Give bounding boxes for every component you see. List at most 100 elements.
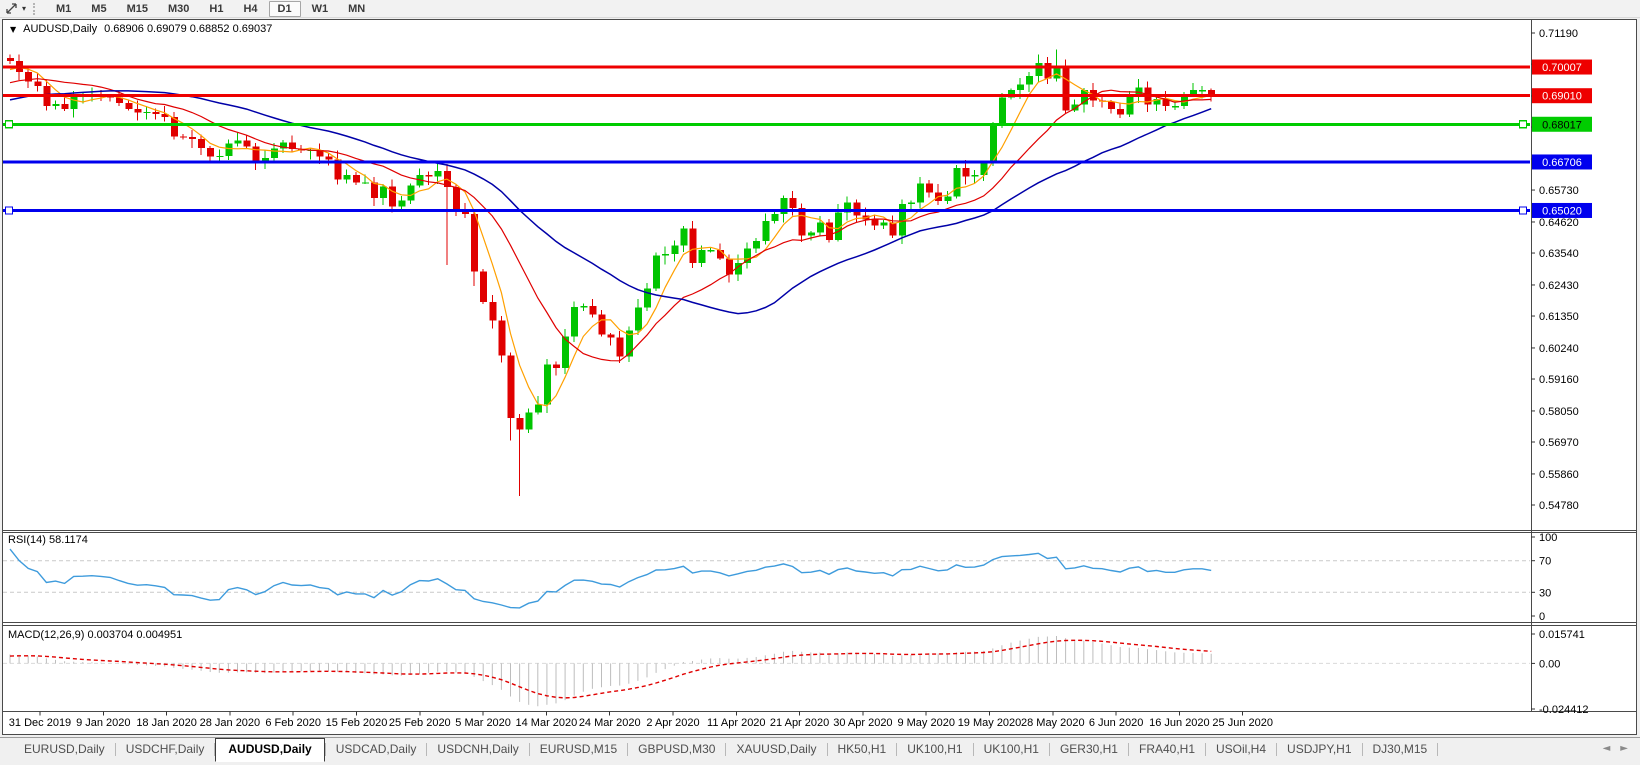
tab-usoil-h4[interactable]: USOil,H4 [1216, 742, 1267, 756]
tab-divider [1205, 743, 1207, 756]
timeframe-buttons: M1 M5 M15 M30 H1 H4 D1 W1 MN [46, 0, 375, 17]
svg-text:0.55860: 0.55860 [1539, 469, 1579, 481]
toolbar-dropdown-caret[interactable]: ▾ [22, 4, 27, 13]
crosshair-tool-icon[interactable] [3, 2, 21, 16]
svg-text:28 May 2020: 28 May 2020 [1021, 717, 1085, 729]
tab-scroll-right-icon[interactable]: ► [1620, 743, 1628, 754]
svg-text:0.71190: 0.71190 [1539, 28, 1578, 40]
tab-divider [1048, 743, 1050, 756]
timeframe-button-m5[interactable]: M5 [91, 2, 107, 15]
timeframe-button-m1[interactable]: M1 [56, 2, 72, 15]
tab-uk100-h1[interactable]: UK100,H1 [983, 742, 1039, 756]
time-axis[interactable]: 31 Dec 2019 9 Jan 2020 18 Jan 2020 28 Jan 2… [9, 711, 1273, 730]
panel-frames [2, 19, 1637, 712]
tab-ger30-h1[interactable]: GER30,H1 [1059, 742, 1118, 756]
svg-text:6 Feb 2020: 6 Feb 2020 [265, 717, 321, 729]
tab-divider [1437, 743, 1439, 756]
tab-uk100-h1[interactable]: UK100,H1 [907, 742, 963, 756]
candles [7, 49, 1216, 496]
svg-text:2 Apr 2020: 2 Apr 2020 [646, 717, 699, 729]
tab-xauusd-daily[interactable]: XAUUSD,Daily [736, 742, 817, 756]
tab-divider [826, 743, 828, 756]
toolbar-grip [33, 2, 39, 15]
tab-usdchf-daily[interactable]: USDCHF,Daily [125, 742, 205, 756]
timeframe-button-h4[interactable]: H4 [243, 2, 258, 15]
svg-text:100: 100 [1539, 532, 1557, 544]
svg-text:0.70007: 0.70007 [1542, 62, 1582, 74]
chart-tab-bar: EURUSD,Daily USDCHF,Daily AUDUSD,Daily USDC… [0, 737, 1640, 765]
tab-fra40-h1[interactable]: FRA40,H1 [1138, 742, 1196, 756]
svg-text:0.58050: 0.58050 [1539, 406, 1579, 418]
svg-text:14 Mar 2020: 14 Mar 2020 [516, 717, 578, 729]
tab-divider [1127, 743, 1129, 756]
svg-text:28 Jan 2020: 28 Jan 2020 [200, 717, 261, 729]
timeframe-button-m15[interactable]: M15 [126, 2, 148, 15]
tab-dj30-m15[interactable]: DJ30,M15 [1372, 742, 1428, 756]
svg-text:6 Jun 2020: 6 Jun 2020 [1089, 717, 1143, 729]
svg-text:0.60240: 0.60240 [1539, 343, 1579, 355]
svg-text:30: 30 [1539, 587, 1551, 599]
svg-text:0.015741: 0.015741 [1539, 629, 1585, 641]
chart-title: AUDUSD,Daily [23, 23, 98, 35]
svg-text:0.00: 0.00 [1539, 658, 1560, 670]
tab-divider [1276, 743, 1278, 756]
svg-text:0.69010: 0.69010 [1542, 91, 1582, 103]
svg-text:21 Apr 2020: 21 Apr 2020 [770, 717, 829, 729]
tab-usdcad-daily[interactable]: USDCAD,Daily [335, 742, 417, 756]
timeframe-button-w1[interactable]: W1 [311, 2, 329, 15]
svg-text:5 Mar 2020: 5 Mar 2020 [455, 717, 511, 729]
tab-scroll-left-icon[interactable]: ◄ [1602, 743, 1611, 754]
svg-text:9 Jan 2020: 9 Jan 2020 [76, 717, 130, 729]
tab-gbpusd-m30[interactable]: GBPUSD,M30 [638, 742, 716, 756]
svg-text:25 Feb 2020: 25 Feb 2020 [389, 717, 451, 729]
svg-text:-0.024412: -0.024412 [1539, 704, 1589, 716]
timeframe-button-mn[interactable]: MN [348, 2, 366, 15]
svg-text:30 Apr 2020: 30 Apr 2020 [833, 717, 892, 729]
crosshair-tool-glyph [6, 3, 17, 14]
timeframe-toolbar: ▾ M1 M5 M15 M30 H1 H4 D1 W1 MN [0, 0, 1640, 18]
svg-text:16 Jun 2020: 16 Jun 2020 [1149, 717, 1210, 729]
tab-divider [972, 743, 974, 756]
svg-text:0.61350: 0.61350 [1539, 311, 1579, 323]
tab-divider [627, 743, 629, 756]
svg-text:11 Apr 2020: 11 Apr 2020 [707, 717, 766, 729]
tab-divider [324, 743, 326, 756]
tab-divider [896, 743, 898, 756]
svg-text:24 Mar 2020: 24 Mar 2020 [579, 717, 641, 729]
svg-text:18 Jan 2020: 18 Jan 2020 [136, 717, 197, 729]
timeframe-button-h1[interactable]: H1 [209, 2, 224, 15]
horizontal-line-objects[interactable] [3, 65, 1530, 215]
svg-text:9 May 2020: 9 May 2020 [897, 717, 954, 729]
timeframe-button-m30[interactable]: M30 [167, 2, 190, 15]
tab-usdcnh-daily[interactable]: USDCNH,Daily [437, 742, 519, 756]
moving-averages [9, 66, 1212, 407]
tab-eurusd-daily[interactable]: EURUSD,Daily [24, 742, 105, 756]
tab-usdjpy-h1[interactable]: USDJPY,H1 [1287, 742, 1352, 756]
svg-text:15 Feb 2020: 15 Feb 2020 [326, 717, 388, 729]
tab-divider [725, 743, 727, 756]
svg-text:0.65730: 0.65730 [1539, 185, 1579, 197]
svg-text:0.68017: 0.68017 [1542, 119, 1582, 131]
tab-eurusd-m15[interactable]: EURUSD,M15 [539, 742, 618, 756]
chart-canvas[interactable]: 0.711900.701100.690000.679200.668100.657… [0, 0, 1640, 737]
timeframe-button-d1[interactable]: D1 [268, 0, 301, 17]
svg-text:0.56970: 0.56970 [1539, 437, 1579, 449]
svg-text:0.65020: 0.65020 [1542, 205, 1582, 217]
svg-text:0.66706: 0.66706 [1542, 157, 1582, 169]
rsi-line [9, 548, 1212, 609]
tab-audusd-daily[interactable]: AUDUSD,Daily [215, 738, 325, 762]
macd-label: MACD(12,26,9) 0.003704 0.004951 [8, 629, 183, 641]
macd-histogram [9, 636, 1212, 707]
svg-text:31 Dec 2019: 31 Dec 2019 [9, 717, 71, 729]
svg-text:0.63540: 0.63540 [1539, 248, 1579, 260]
tab-divider [1361, 743, 1363, 756]
tab-hk50-h1[interactable]: HK50,H1 [837, 742, 887, 756]
tab-divider [214, 743, 216, 756]
tab-scroll-arrows: ◄ ► [1603, 738, 1628, 754]
svg-text:70: 70 [1539, 556, 1551, 568]
svg-text:0.59160: 0.59160 [1539, 374, 1579, 386]
chart-collapse-icon[interactable]: ▼ [10, 24, 17, 34]
svg-text:0.64620: 0.64620 [1539, 217, 1579, 229]
chart-ohlc-values: 0.68906 0.69079 0.68852 0.69037 [104, 23, 273, 35]
chart-header: ▼ AUDUSD,Daily 0.68906 0.69079 0.68852 0… [10, 23, 272, 35]
